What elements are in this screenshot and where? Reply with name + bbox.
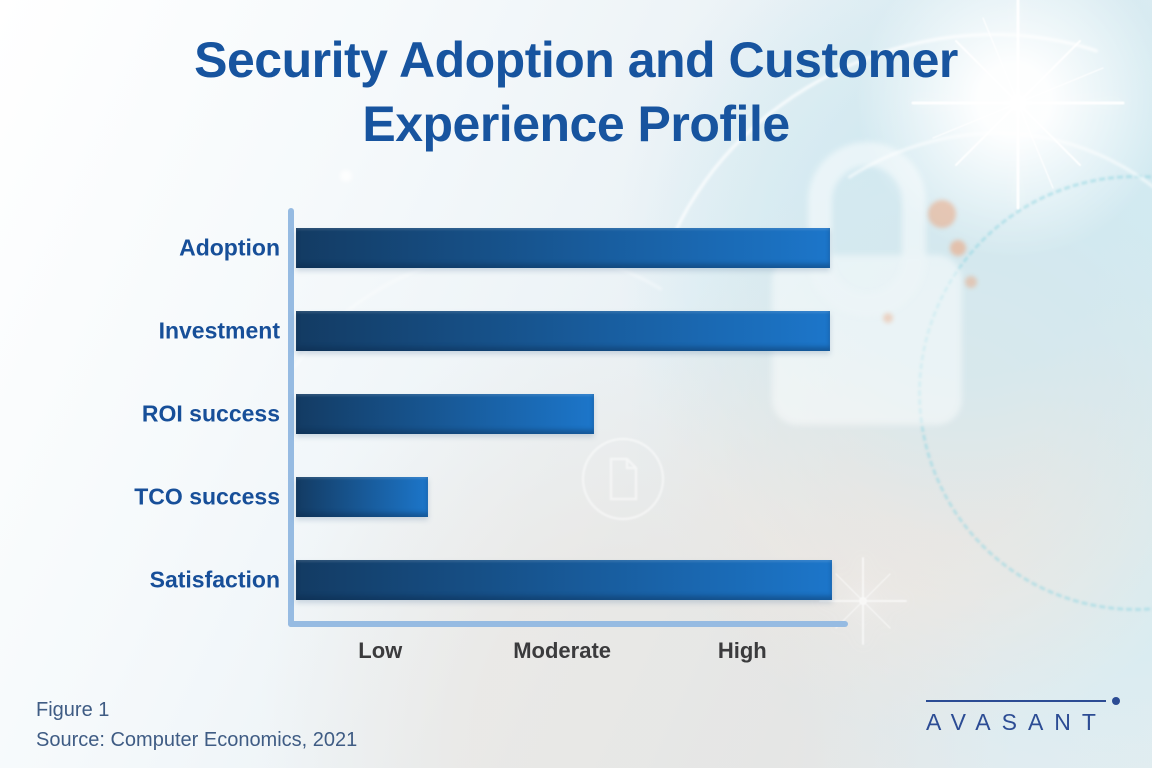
bar-roi-success: [296, 394, 594, 434]
avasant-logo: AVASANT: [926, 697, 1120, 736]
bokeh-dot: [883, 313, 893, 323]
figure-number: Figure 1: [36, 699, 110, 721]
bokeh-dot: [340, 170, 352, 182]
document-icon: [581, 437, 665, 521]
dashed-ring-icon: [918, 175, 1152, 611]
source-text: Source: Computer Economics, 2021: [36, 729, 358, 751]
chart-title-line2: Experience Profile: [362, 96, 790, 152]
figure-caption: Figure 1 Source: Computer Economics, 202…: [36, 695, 357, 755]
category-label-adoption: Adoption: [179, 234, 280, 261]
bar-satisfaction: [296, 560, 833, 600]
logo-rule: [926, 697, 1120, 705]
category-label-roi-success: ROI success: [141, 400, 280, 427]
category-label-investment: Investment: [158, 317, 280, 344]
bar-tco-success: [296, 477, 429, 517]
y-axis-line: [288, 208, 294, 627]
x-axis-zone-label-moderate: Moderate: [513, 638, 612, 663]
chart-title-line1: Security Adoption and Customer: [194, 32, 958, 88]
bokeh-dot: [965, 276, 977, 288]
x-axis-zone-label-high: High: [717, 638, 767, 663]
category-label-satisfaction: Satisfaction: [149, 566, 280, 593]
logo-dot: [1112, 697, 1120, 705]
light-arc: [632, 70, 1152, 768]
x-axis-zone-label-low: Low: [358, 638, 403, 663]
chart-title: Security Adoption and Customer Experienc…: [0, 28, 1152, 156]
category-label-tco-success: TCO success: [134, 483, 280, 510]
logo-text: AVASANT: [926, 709, 1107, 735]
padlock-icon: [772, 142, 962, 442]
bokeh-dot: [928, 200, 956, 228]
x-axis-line: [288, 621, 848, 627]
bokeh-dot: [950, 240, 966, 256]
bar-adoption: [296, 228, 831, 268]
bar-investment: [296, 311, 831, 351]
